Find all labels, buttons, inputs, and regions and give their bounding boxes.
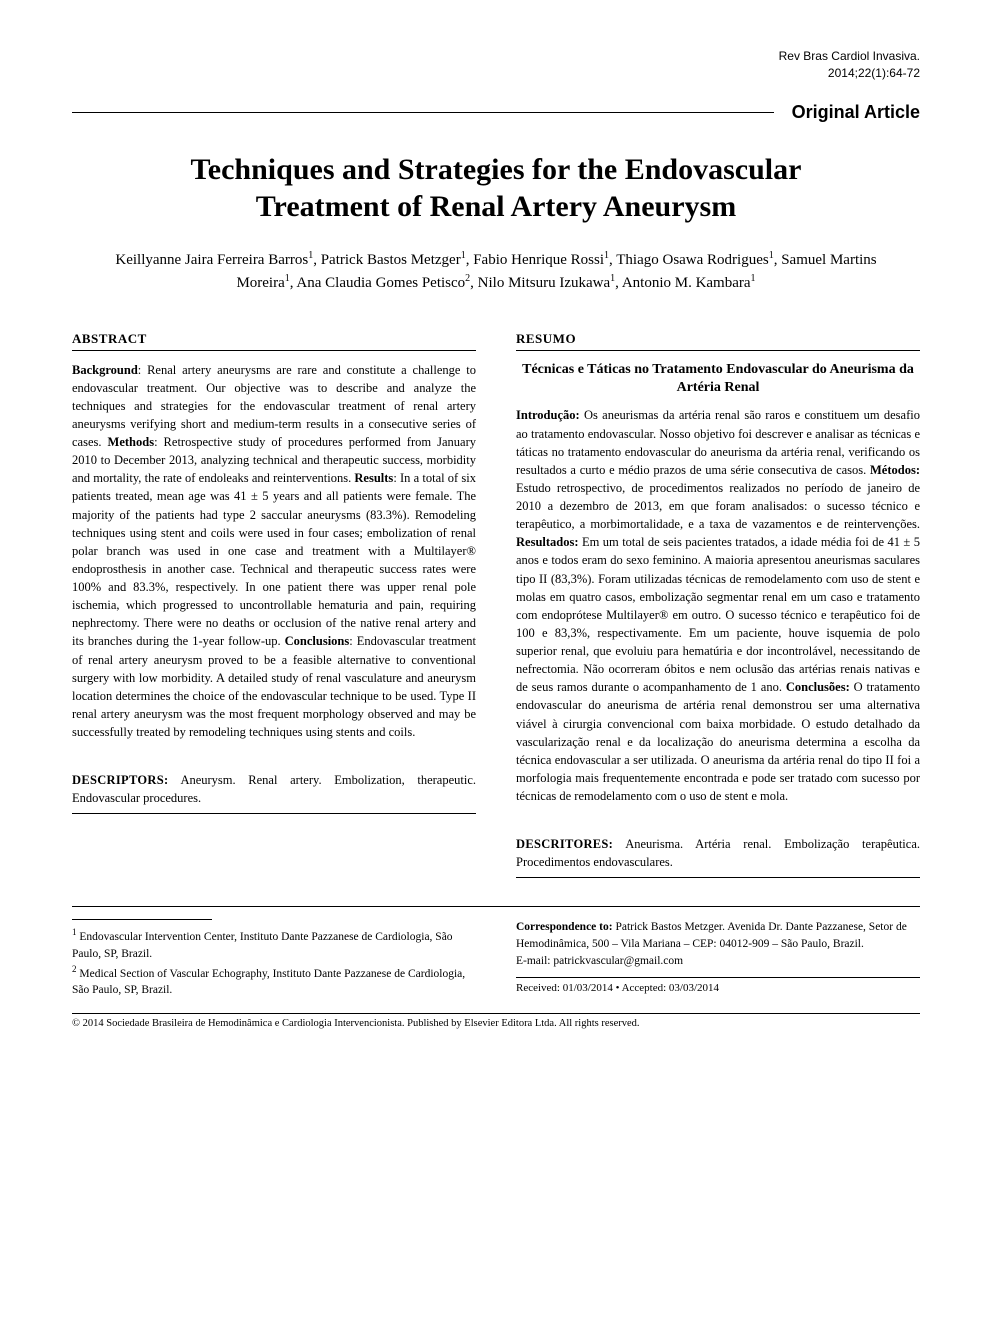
affiliation-separator — [72, 919, 212, 920]
footer-rule — [72, 906, 920, 907]
rule-line — [72, 112, 774, 113]
descriptors-label: DESCRIPTORS: — [72, 773, 168, 787]
descriptors-pt: DESCRITORES: Aneurisma. Artéria renal. E… — [516, 835, 920, 878]
abstract-column-pt: RESUMO Técnicas e Táticas no Tratamento … — [516, 331, 920, 879]
correspondence-label: Correspondence to: — [516, 921, 613, 933]
journal-line2: 2014;22(1):64-72 — [72, 65, 920, 82]
abstract-body: Background: Renal artery aneurysms are r… — [72, 361, 476, 742]
email-label: E-mail: — [516, 955, 551, 967]
resumo-body: Introdução: Os aneurismas da artéria ren… — [516, 406, 920, 805]
authors-list: Keillyanne Jaira Ferreira Barros1, Patri… — [112, 248, 880, 295]
copyright-text: © 2014 Sociedade Brasileira de Hemodinâm… — [72, 1018, 920, 1029]
dates-line: Received: 01/03/2014 • Accepted: 03/03/2… — [516, 977, 920, 997]
correspondence-column: Correspondence to: Patrick Bastos Metzge… — [516, 919, 920, 998]
affiliations-column: 1 Endovascular Intervention Center, Inst… — [72, 919, 476, 998]
abstract-heading: ABSTRACT — [72, 331, 476, 351]
abstract-column-en: ABSTRACT Background: Renal artery aneury… — [72, 331, 476, 879]
resumo-heading: RESUMO — [516, 331, 920, 351]
article-title: Techniques and Strategies for the Endova… — [152, 151, 840, 226]
header-rule: Original Article — [72, 102, 920, 123]
affiliation-2-text: Medical Section of Vascular Echography, … — [72, 967, 465, 996]
correspondence-block: Correspondence to: Patrick Bastos Metzge… — [516, 919, 920, 952]
affiliation-1-text: Endovascular Intervention Center, Instit… — [72, 931, 453, 960]
affiliation-2: 2 Medical Section of Vascular Echography… — [72, 963, 476, 999]
descriptors-en: DESCRIPTORS: Aneurysm. Renal artery. Emb… — [72, 771, 476, 814]
section-label: Original Article — [792, 102, 920, 123]
correspondence-email: E-mail: patrickvascular@gmail.com — [516, 953, 920, 970]
descritores-label: DESCRITORES: — [516, 837, 613, 851]
journal-line1: Rev Bras Cardiol Invasiva. — [72, 48, 920, 65]
affiliation-1: 1 Endovascular Intervention Center, Inst… — [72, 926, 476, 962]
abstract-columns: ABSTRACT Background: Renal artery aneury… — [72, 331, 920, 879]
footer-columns: 1 Endovascular Intervention Center, Inst… — [72, 919, 920, 998]
email-value: patrickvascular@gmail.com — [553, 955, 683, 967]
resumo-title: Técnicas e Táticas no Tratamento Endovas… — [516, 361, 920, 399]
journal-reference: Rev Bras Cardiol Invasiva. 2014;22(1):64… — [72, 48, 920, 82]
